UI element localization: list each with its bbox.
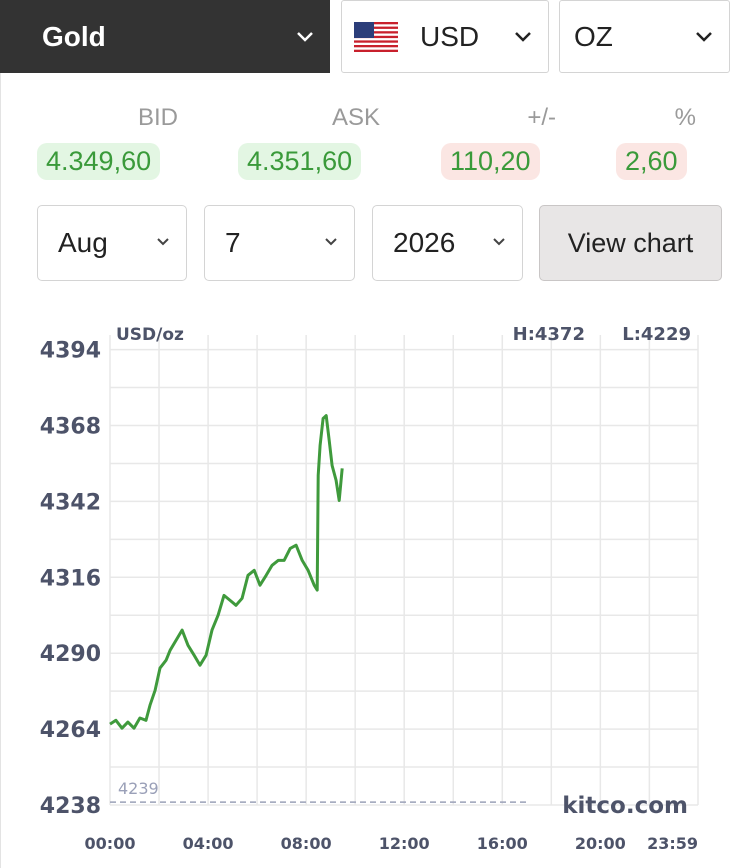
bid-value: 4.349,60 xyxy=(37,143,161,180)
x-tick-label: 08:00 xyxy=(281,834,332,853)
month-select[interactable]: Aug xyxy=(37,205,187,281)
chevron xyxy=(696,31,712,42)
ask-value: 4.351,60 xyxy=(238,143,362,180)
chart: 4238 4264 4290 4316 4342 4368 4394 00:00 04:00 08… xyxy=(40,324,699,853)
metal-select[interactable]: Gold xyxy=(0,0,330,73)
month-text: Aug xyxy=(58,227,108,258)
chevron xyxy=(157,238,169,246)
y-tick-label: 4290 xyxy=(40,642,101,667)
chevron xyxy=(297,31,313,42)
change-value: 110,20 xyxy=(441,143,540,180)
y-tick-label: 4342 xyxy=(40,490,101,515)
x-tick-label: 23:59 xyxy=(647,834,698,853)
reference-label: 4239 xyxy=(118,779,159,798)
year-select[interactable]: 2026 xyxy=(372,205,523,281)
currency-text: USD xyxy=(420,20,480,52)
flag-icon xyxy=(354,21,398,52)
x-tick-label: 12:00 xyxy=(379,834,430,853)
ask-label: ASK xyxy=(331,104,380,131)
left-border xyxy=(0,73,1,868)
day-text: 7 xyxy=(225,227,241,258)
x-tick-label: 16:00 xyxy=(477,834,528,853)
high-label: H:4372 xyxy=(513,324,585,345)
x-tick-label: 20:00 xyxy=(575,834,626,853)
x-tick-label: 00:00 xyxy=(85,834,136,853)
year-text: 2026 xyxy=(393,227,456,258)
bid-label: BID xyxy=(137,104,178,131)
unit-text: OZ xyxy=(574,20,613,52)
currency-select[interactable]: USD xyxy=(341,0,549,73)
unit-label: USD/oz xyxy=(116,325,184,345)
view-chart-button[interactable]: View chart xyxy=(539,205,722,281)
watermark: kitco.com xyxy=(562,793,688,819)
y-tick-label: 4368 xyxy=(40,414,101,439)
y-tick-label: 4238 xyxy=(40,794,101,819)
change-label: +/- xyxy=(527,104,556,131)
y-tick-label: 4394 xyxy=(40,339,101,364)
low-label: L:4229 xyxy=(622,324,691,345)
unit-select[interactable]: OZ xyxy=(559,0,730,73)
percent-value: 2,60 xyxy=(616,143,687,180)
chevron xyxy=(325,238,337,246)
day-select[interactable]: 7 xyxy=(204,205,355,281)
y-tick-label: 4264 xyxy=(40,718,101,743)
chevron xyxy=(493,238,505,246)
x-tick-label: 04:00 xyxy=(183,834,234,853)
percent-label: % xyxy=(674,104,696,131)
y-tick-label: 4316 xyxy=(40,566,101,591)
price-line xyxy=(109,414,344,730)
metal-text: Gold xyxy=(42,20,106,52)
chevron xyxy=(515,31,531,42)
